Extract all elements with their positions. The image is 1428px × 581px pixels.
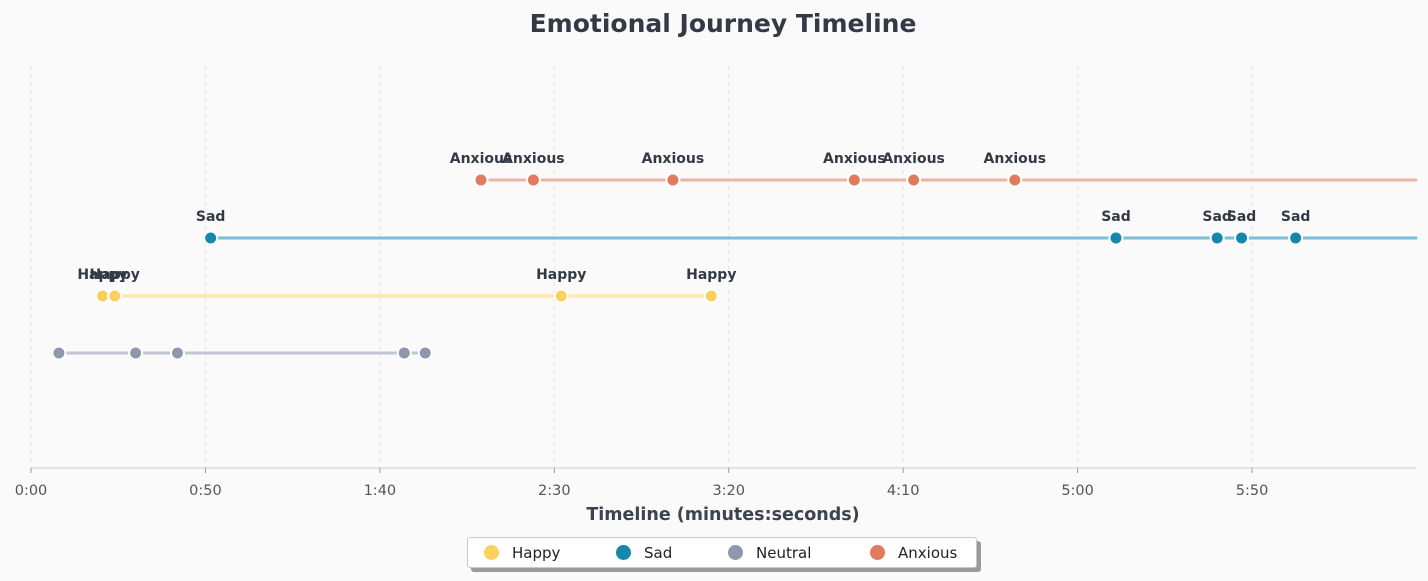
data-point-sad [203,230,219,246]
x-tick-label: 0:50 [189,483,222,499]
legend-label: Sad [644,543,673,562]
point-label: Anxious [984,151,1047,167]
legend-marker [870,545,885,560]
data-point-anxious [473,172,489,188]
legend: Happy Sad Neutral Anxious [467,537,977,568]
data-point-anxious [846,172,862,188]
data-point-anxious [906,172,922,188]
data-point-sad [1209,230,1225,246]
data-point-neutral [128,345,144,361]
x-tick-label: 0:00 [15,483,48,499]
point-label: Sad [1101,209,1131,225]
legend-label: Happy [512,543,561,562]
point-label: Sad [1227,209,1257,225]
point-label: Anxious [450,151,513,167]
point-label: Sad [1281,209,1311,225]
legend-label: Anxious [898,543,958,562]
point-label: Anxious [502,151,565,167]
legend-item-neutral: Neutral [728,538,811,567]
legend-item-sad: Sad [616,538,672,567]
data-point-happy [553,288,569,304]
x-tick-label: 4:10 [887,483,920,499]
data-point-neutral [51,345,67,361]
data-point-neutral [396,345,412,361]
point-label: Sad [196,209,226,225]
data-point-anxious [1007,172,1023,188]
point-label: Happy [90,267,140,283]
legend-label: Neutral [756,543,812,562]
data-point-happy [703,288,719,304]
legend-marker [616,545,631,560]
data-point-happy [107,288,123,304]
x-axis-ticks: 0:00 0:50 1:40 2:30 3:20 4:10 5:00 5:50 [15,468,1269,499]
legend-marker [728,545,743,560]
point-label: Sad [1202,209,1232,225]
legend-item-happy: Happy [484,538,560,567]
point-label: Anxious [882,151,945,167]
x-tick-label: 3:20 [712,483,745,499]
x-tick-label: 1:40 [364,483,397,499]
x-tick-label: 5:00 [1061,483,1094,499]
data-point-sad [1108,230,1124,246]
data-point-neutral [170,345,186,361]
point-label: Anxious [823,151,886,167]
data-point-sad [1234,230,1250,246]
legend-marker [484,545,499,560]
legend-item-anxious: Anxious [870,538,957,567]
data-point-happy [95,288,111,304]
data-point-neutral [417,345,433,361]
x-tick-label: 5:50 [1236,483,1269,499]
data-point-anxious [525,172,541,188]
point-label: Anxious [642,151,705,167]
grid-lines [30,66,1253,468]
data-point-sad [1288,230,1304,246]
point-label: Happy [686,267,736,283]
point-label: Happy [77,267,127,283]
x-tick-label: 2:30 [538,483,571,499]
x-axis-label: Timeline (minutes:seconds) [586,505,859,525]
series-neutral [51,345,433,361]
point-label: Happy [536,267,586,283]
data-point-anxious [665,172,681,188]
chart-title: Emotional Journey Timeline [530,9,917,38]
